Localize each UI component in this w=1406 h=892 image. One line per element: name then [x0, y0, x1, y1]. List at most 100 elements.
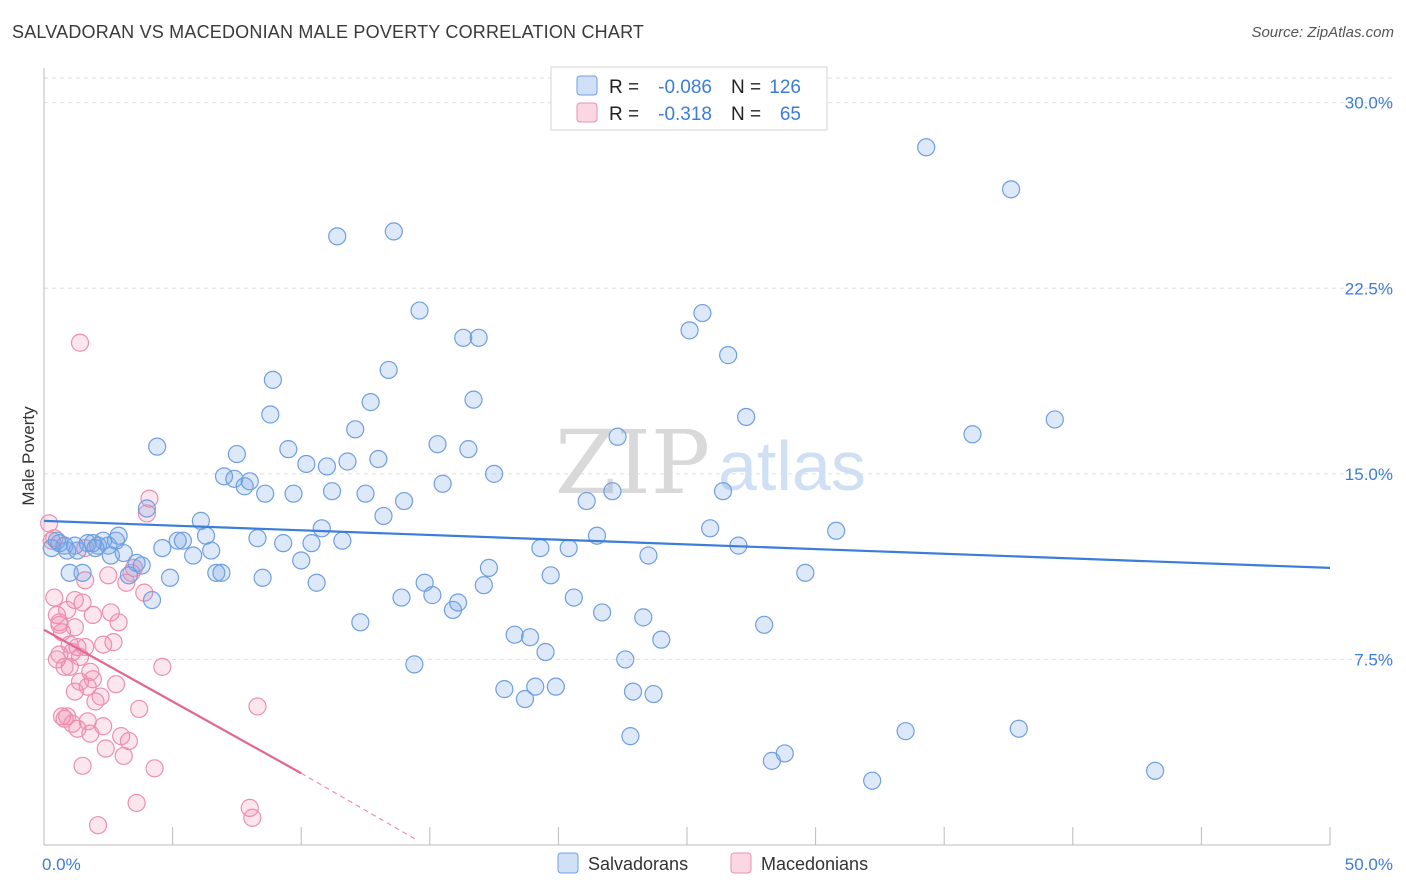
axes — [43, 68, 1331, 846]
salvadorans-point — [917, 138, 936, 157]
salvadorans-point — [148, 437, 167, 456]
salvadorans-point — [153, 538, 172, 558]
salvadorans-point — [173, 531, 192, 550]
salvadorans-point — [253, 568, 272, 587]
salvadorans-point — [202, 541, 221, 560]
macedonians-point — [96, 739, 115, 758]
salvadorans-point — [328, 227, 347, 246]
salvadorans-point — [737, 407, 756, 427]
macedonians-point — [243, 808, 262, 827]
salvadorans-point — [405, 655, 424, 674]
salvadorans-point — [274, 534, 293, 553]
salvadorans-point — [356, 484, 375, 503]
macedonians-trend-extension — [300, 772, 418, 841]
salvadorans-point — [369, 449, 388, 469]
salvadorans-point — [73, 563, 92, 582]
y-tick-labels: 7.5% 15.0% 22.5% 30.0% — [1345, 94, 1393, 670]
macedonians-point — [45, 588, 64, 607]
macedonians-point — [130, 699, 149, 719]
macedonians-point — [86, 692, 105, 711]
salvadorans-point — [634, 608, 653, 627]
salvadorans-point — [713, 482, 733, 501]
salvadorans-point — [1146, 761, 1165, 780]
salvadorans-point — [693, 303, 712, 323]
legend-n-value-2: 65 — [780, 104, 801, 125]
y-tick-label: 22.5% — [1345, 279, 1393, 298]
salvadorans-point — [142, 590, 162, 610]
salvadorans-point — [536, 642, 555, 662]
salvadorans-point — [240, 472, 259, 491]
salvadorans-point — [474, 576, 493, 595]
trend-lines — [43, 519, 1331, 841]
salvadorans-point — [114, 543, 133, 563]
salvadorans-point — [479, 558, 499, 577]
macedonians-point — [81, 662, 100, 681]
macedonians-point — [94, 717, 113, 736]
salvadorans-point — [168, 531, 187, 550]
salvadorans-point — [564, 588, 583, 607]
macedonians-point — [76, 571, 95, 590]
macedonians-swatch — [576, 102, 598, 123]
salvadorans-point — [621, 727, 640, 746]
macedonians-point — [117, 573, 136, 592]
salvadorans-point — [379, 360, 398, 380]
salvadorans-point — [58, 541, 77, 560]
macedonians-point — [65, 590, 84, 610]
salvadorans-point — [639, 546, 658, 565]
salvadorans-point — [160, 568, 180, 587]
stats-legend: R = -0.086 N = 126 R = -0.318 N = 65 — [550, 66, 828, 131]
salvadorans-point — [464, 390, 483, 409]
salvadorans-point — [577, 491, 596, 511]
salvadorans-point — [384, 222, 403, 241]
salvadorans-point — [505, 625, 524, 644]
macedonians-trend-line — [43, 628, 302, 775]
salvadorans-point — [60, 563, 79, 582]
macedonians-point — [106, 675, 126, 694]
salvadorans-point — [392, 588, 411, 607]
macedonians-point — [55, 709, 74, 728]
salvadorans-point — [322, 482, 342, 501]
macedonians-point — [70, 333, 90, 352]
macedonians-point — [248, 697, 267, 716]
legend-r-label-1: R = — [609, 77, 639, 98]
salvadorans-point — [531, 538, 550, 558]
salvadorans-point — [235, 477, 254, 496]
macedonians-legend-label: Macedonians — [761, 854, 868, 874]
macedonians-point — [101, 603, 120, 622]
macedonians-point — [60, 657, 79, 676]
salvadorans-point — [541, 566, 560, 585]
macedonians-point — [65, 618, 84, 637]
salvadorans-point — [50, 534, 69, 553]
legend-r-label-2: R = — [609, 104, 639, 125]
source-label: Source: ZipAtlas.com — [1251, 24, 1394, 41]
salvadorans-point — [292, 551, 311, 570]
macedonians-point — [94, 635, 113, 654]
macedonians-point — [83, 670, 102, 689]
salvadorans-point — [86, 538, 105, 558]
macedonians-point — [145, 759, 164, 778]
x-tick-label: 0.0% — [42, 855, 81, 874]
salvadorans-point — [225, 469, 244, 488]
salvadorans-point — [312, 519, 331, 538]
salvadorans-point — [88, 536, 108, 555]
salvadorans-point — [317, 457, 337, 476]
salvadorans-point — [863, 771, 882, 790]
legend-r-value-2: -0.318 — [658, 104, 712, 125]
salvadorans-point — [279, 440, 298, 459]
salvadorans-point — [719, 346, 738, 365]
watermark-zip: ZIP — [555, 411, 710, 514]
salvadorans-point — [521, 628, 540, 647]
macedonians-point — [119, 731, 138, 751]
legend-r-value-1: -0.086 — [658, 77, 712, 98]
salvadorans-point — [608, 427, 627, 446]
salvadorans-point — [137, 499, 156, 518]
salvadorans-point — [559, 538, 578, 558]
macedonians-legend-swatch — [730, 852, 752, 874]
salvadorans-point — [207, 563, 226, 582]
macedonians-point — [55, 657, 74, 676]
salvadorans-point — [212, 563, 231, 582]
macedonians-point — [73, 756, 92, 775]
salvadorans-point — [307, 573, 326, 592]
salvadorans-point — [546, 677, 565, 696]
salvadorans-point — [593, 603, 612, 622]
